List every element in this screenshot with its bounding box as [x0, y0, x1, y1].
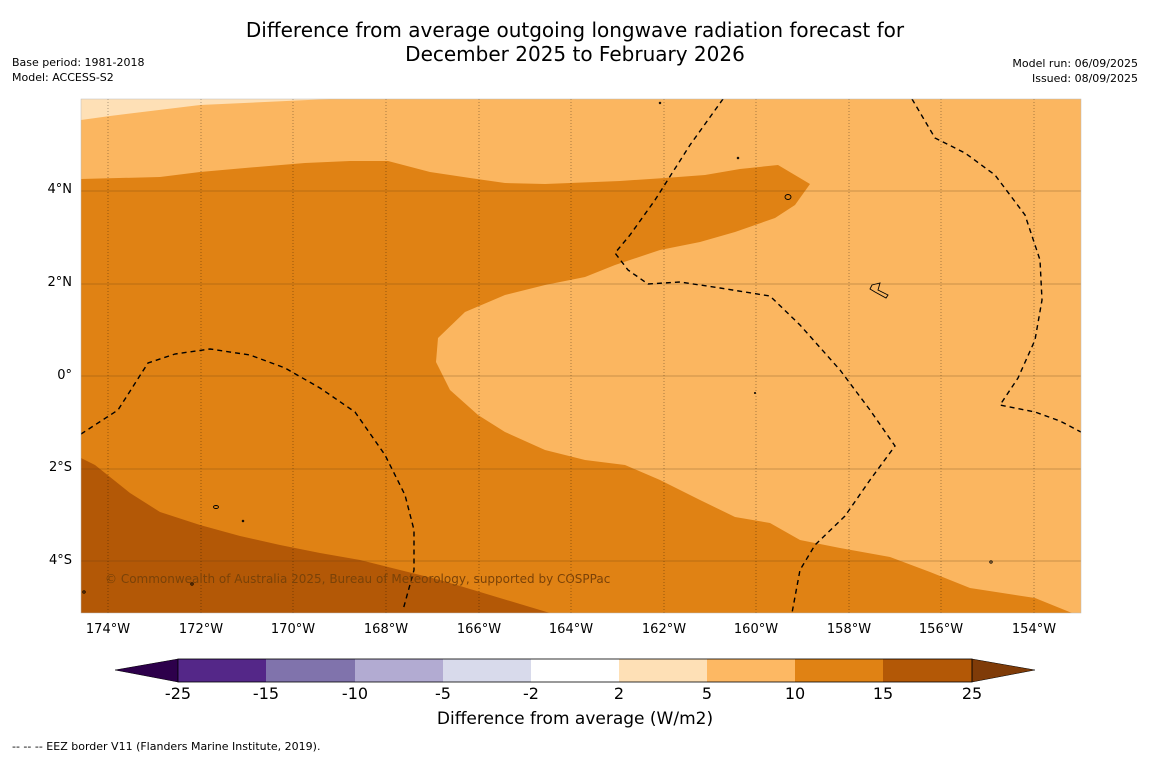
meta-right: Model run: 06/09/2025 Issued: 08/09/2025	[1012, 56, 1138, 86]
map-copyright: © Commonwealth of Australia 2025, Bureau…	[105, 572, 611, 586]
map-area	[81, 99, 1081, 613]
lat-label: 4°S	[48, 553, 72, 568]
footnote: -- -- -- EEZ border V11 (Flanders Marine…	[12, 740, 321, 753]
lon-label: 164°W	[548, 622, 594, 637]
colorbar-tick: 25	[961, 684, 983, 703]
colorbar-tick: -10	[341, 684, 369, 703]
colorbar-segment	[266, 659, 355, 682]
colorbar-arrow-high	[971, 658, 1036, 683]
lon-label: 168°W	[363, 622, 409, 637]
title-line-2: December 2025 to February 2026	[405, 42, 745, 66]
lon-label: 174°W	[85, 622, 131, 637]
issued-date: Issued: 08/09/2025	[1031, 72, 1138, 85]
colorbar-segment	[619, 659, 707, 682]
colorbar	[114, 658, 1036, 683]
map-title: Difference from average outgoing longwav…	[0, 18, 1150, 66]
anomaly-15-25-region	[81, 458, 550, 613]
colorbar-segment	[883, 659, 972, 682]
colorbar-tick: -15	[252, 684, 280, 703]
map-border	[80, 98, 1082, 614]
lon-label: 154°W	[1011, 622, 1057, 637]
meta-left: Base period: 1981-2018 Model: ACCESS-S2	[12, 55, 144, 85]
colorbar-tick: 2	[613, 684, 625, 703]
islands	[82, 101, 993, 594]
colorbar-segment	[443, 659, 531, 682]
lon-label: 172°W	[178, 622, 224, 637]
colorbar-tick: 5	[701, 684, 713, 703]
colorbar-tick: 10	[784, 684, 806, 703]
title-line-1: Difference from average outgoing longwav…	[245, 18, 905, 42]
colorbar-tick: -5	[435, 684, 451, 703]
lat-label: 0°	[57, 368, 72, 383]
anomaly-5-10-region	[81, 99, 1081, 613]
lon-label: 156°W	[918, 622, 964, 637]
colorbar-label: Difference from average (W/m2)	[436, 709, 714, 729]
lon-label: 162°W	[641, 622, 687, 637]
colorbar-segment	[531, 659, 619, 682]
colorbar-segment	[707, 659, 795, 682]
colorbar-tick: -2	[523, 684, 539, 703]
model-name: Model: ACCESS-S2	[12, 71, 114, 84]
lon-label: 166°W	[456, 622, 502, 637]
lon-label: 170°W	[270, 622, 316, 637]
colorbar-arrow-low	[114, 658, 179, 683]
colorbar-tick: -25	[164, 684, 192, 703]
colorbar-segment	[795, 659, 883, 682]
lon-label: 160°W	[733, 622, 779, 637]
base-period: Base period: 1981-2018	[12, 56, 145, 69]
lat-label: 2°S	[48, 460, 72, 475]
lat-label: 4°N	[47, 182, 73, 197]
colorbar-tick: 15	[872, 684, 894, 703]
model-run: Model run: 06/09/2025	[1012, 57, 1138, 70]
eez-borders	[81, 99, 1081, 613]
lon-label: 158°W	[826, 622, 872, 637]
map-parallels	[81, 190, 1081, 562]
colorbar-segment	[178, 659, 266, 682]
anomaly-2-5-region	[81, 99, 330, 120]
lat-label: 2°N	[47, 275, 73, 290]
colorbar-segment	[355, 659, 443, 682]
